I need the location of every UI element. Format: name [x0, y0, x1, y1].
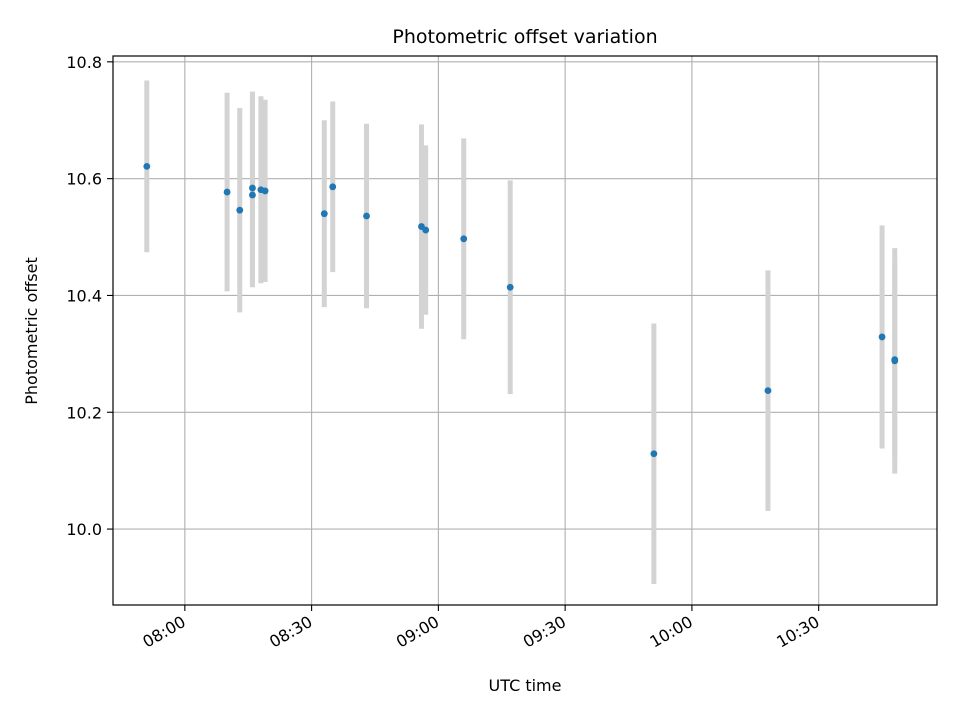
chart-title: Photometric offset variation — [392, 26, 657, 48]
data-point — [460, 235, 468, 243]
data-point — [143, 162, 151, 170]
y-tick-label: 10.4 — [66, 286, 102, 305]
y-tick-label: 10.8 — [66, 53, 102, 72]
data-point — [878, 333, 886, 341]
data-point — [650, 450, 658, 458]
data-point — [249, 191, 256, 199]
data-point — [506, 283, 514, 291]
data-point — [891, 356, 899, 364]
data-point — [764, 387, 772, 395]
data-point — [320, 210, 328, 218]
data-point — [422, 226, 430, 234]
y-axis-label: Photometric offset — [22, 257, 41, 405]
plot-frame — [112, 55, 938, 606]
y-tick-label: 10.0 — [66, 520, 102, 539]
y-tick-label: 10.2 — [66, 403, 102, 422]
data-point — [249, 184, 256, 192]
y-tick-label: 10.6 — [66, 170, 102, 189]
data-point — [363, 212, 370, 220]
grid — [113, 56, 937, 605]
x-axis-label: UTC time — [489, 676, 562, 695]
data-point — [236, 206, 244, 214]
data-point — [261, 187, 269, 195]
data-point — [329, 183, 337, 191]
data-points — [143, 162, 899, 458]
data-point — [223, 188, 231, 196]
